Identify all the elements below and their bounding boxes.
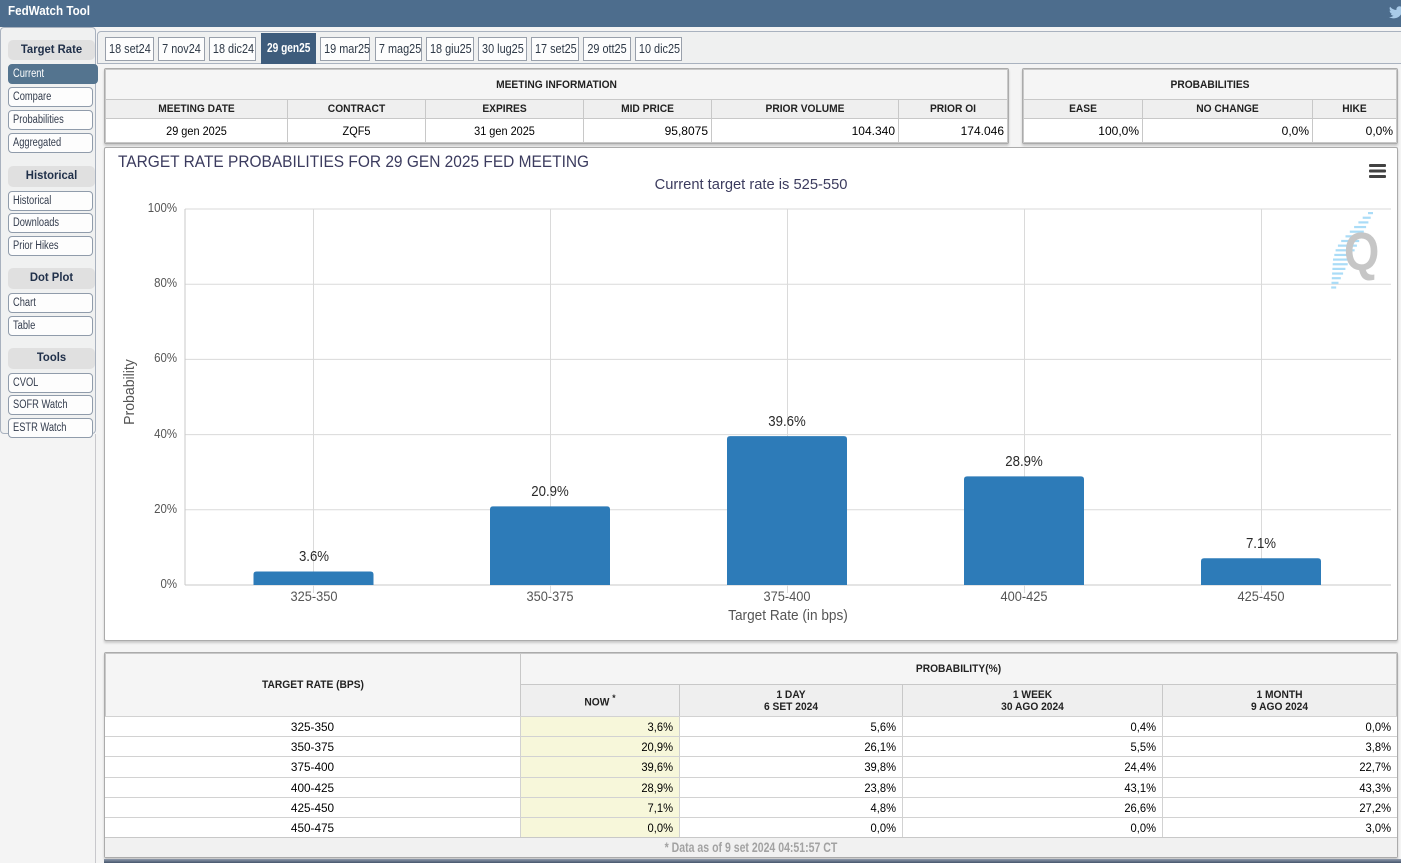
svg-text:Q: Q — [1344, 221, 1379, 282]
